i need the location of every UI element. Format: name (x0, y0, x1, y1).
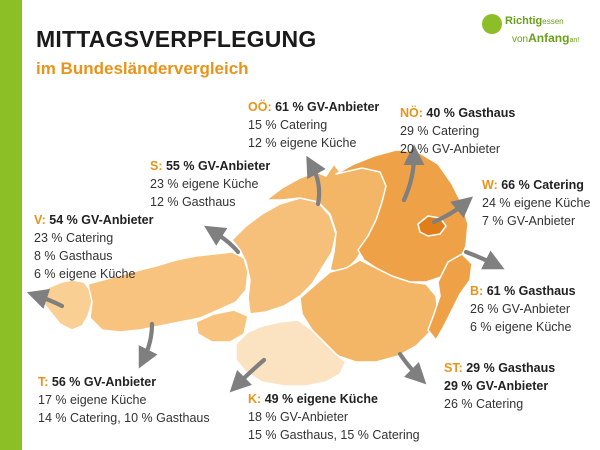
region-head-ooe: OÖ: 61 % GV-Anbieter (248, 100, 380, 114)
arrow-b (463, 249, 505, 270)
region-line: 20 % GV-Anbieter (400, 142, 501, 156)
region-vorarlberg (39, 279, 93, 331)
region-line: 15 % Gasthaus, 15 % Catering (248, 428, 420, 442)
region-head-b: B: 61 % Gasthaus (470, 284, 576, 298)
region-line: 26 % Catering (444, 397, 524, 411)
arrow-t (138, 321, 158, 369)
region-block-b: B: 61 % Gasthaus 26 % GV-Anbieter 6 % ei… (470, 282, 576, 336)
region-line: 12 % Gasthaus (150, 195, 236, 209)
arrow-w (431, 196, 474, 225)
region-head-s: S: 55 % GV-Anbieter (150, 159, 271, 173)
region-block-noe: NÖ: 40 % Gasthaus 29 % Catering 20 % GV-… (400, 104, 515, 158)
region-head-st: ST: 29 % Gasthaus (444, 361, 556, 375)
region-burgenland (427, 253, 473, 341)
region-kaernten (235, 319, 347, 387)
region-block-k: K: 49 % eigene Küche 18 % GV-Anbieter 15… (248, 390, 420, 444)
logo-line-1: Richtigessen (505, 15, 564, 27)
green-sidebar (0, 0, 22, 450)
logo: Richtigessen vonAnfangan! (482, 12, 594, 48)
region-tirol (87, 251, 249, 333)
region-line: 26 % GV-Anbieter (470, 302, 571, 316)
region-line: 12 % eigene Küche (248, 136, 357, 150)
region-head-noe: NÖ: 40 % Gasthaus (400, 106, 516, 120)
region-line: 15 % Catering (248, 118, 328, 132)
region-head-t: T: 56 % GV-Anbieter (38, 375, 157, 389)
region-line: 14 % Catering, 10 % Gasthaus (38, 411, 210, 425)
region-line: 29 % Catering (400, 124, 480, 138)
region-line-bold: 29 % GV-Anbieter (444, 379, 549, 393)
logo-line-2: vonAnfangan! (512, 31, 580, 45)
region-line: 6 % eigene Küche (34, 267, 136, 281)
arrow-k (229, 357, 267, 393)
arrow-v (26, 288, 65, 309)
arrow-noe (401, 144, 425, 203)
region-block-w: W: 66 % Catering 24 % eigene Küche 7 % G… (482, 176, 590, 230)
region-block-s: S: 55 % GV-Anbieter 23 % eigene Küche 12… (150, 157, 270, 211)
region-line: 23 % eigene Küche (150, 177, 259, 191)
region-osttirol (195, 309, 249, 343)
region-block-st: ST: 29 % Gasthaus 29 % GV-Anbieter 26 % … (444, 359, 555, 413)
page-title: MITTAGSVERPFLEGUNG (36, 26, 317, 52)
region-line: 17 % eigene Küche (38, 393, 147, 407)
region-line: 18 % GV-Anbieter (248, 410, 349, 424)
apple-icon (482, 14, 502, 34)
region-head-w: W: 66 % Catering (482, 178, 584, 192)
region-block-v: V: 54 % GV-Anbieter 23 % Catering 8 % Ga… (34, 211, 154, 283)
arrow-s (204, 225, 241, 255)
region-salzburg (231, 197, 337, 315)
region-line: 7 % GV-Anbieter (482, 214, 576, 228)
region-head-v: V: 54 % GV-Anbieter (34, 213, 154, 227)
region-line: 24 % eigene Küche (482, 196, 591, 210)
arrow-st (397, 351, 427, 385)
region-line: 8 % Gasthaus (34, 249, 113, 263)
region-line: 23 % Catering (34, 231, 114, 245)
region-line: 6 % eigene Küche (470, 320, 572, 334)
page-subtitle: im Bundesländervergleich (36, 59, 249, 78)
region-block-t: T: 56 % GV-Anbieter 17 % eigene Küche 14… (38, 373, 210, 427)
region-block-ooe: OÖ: 61 % GV-Anbieter 15 % Catering 12 % … (248, 98, 379, 152)
region-head-k: K: 49 % eigene Küche (248, 392, 378, 406)
arrow-ooe (306, 155, 326, 207)
